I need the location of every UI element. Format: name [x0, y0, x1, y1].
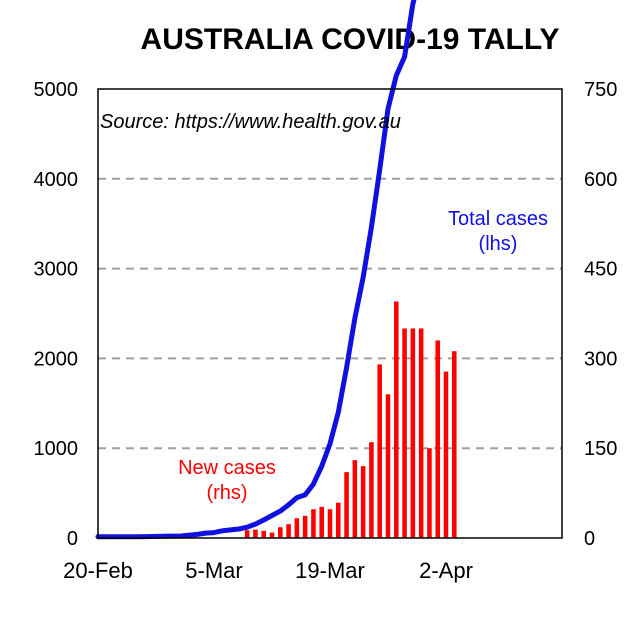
new-cases-label: New cases — [178, 457, 276, 479]
left-tick-label: 1000 — [34, 438, 79, 460]
left-axis-ticks: 0 1000 2000 3000 4000 5000 — [34, 79, 79, 550]
new-cases-bar — [336, 502, 341, 538]
left-tick-label: 0 — [67, 528, 78, 550]
new-cases-bar — [319, 506, 324, 538]
new-cases-bar — [427, 448, 432, 538]
new-cases-bar — [327, 509, 333, 538]
new-cases-bar — [294, 518, 300, 538]
new-cases-bar — [344, 472, 349, 538]
new-cases-bar — [244, 530, 250, 538]
new-cases-bar — [443, 371, 449, 538]
new-cases-bar — [410, 328, 416, 538]
right-tick-label: 750 — [584, 79, 617, 101]
new-cases-axis-note: (rhs) — [206, 482, 247, 504]
new-cases-bars — [244, 301, 457, 538]
left-tick-label: 4000 — [34, 169, 79, 191]
new-cases-bar — [253, 529, 258, 538]
new-cases-bar — [435, 340, 440, 538]
chart-title: AUSTRALIA COVID-19 TALLY — [141, 23, 560, 56]
x-tick-label: 19-Mar — [295, 558, 365, 583]
new-cases-bar — [278, 527, 283, 538]
plot-frame — [97, 88, 563, 539]
x-tick-label: 5-Mar — [185, 558, 242, 583]
new-cases-bar — [261, 530, 266, 538]
x-axis-ticks: 20-Feb 5-Mar 19-Mar 2-Apr — [63, 558, 473, 583]
new-cases-bar — [286, 524, 291, 538]
right-tick-label: 600 — [584, 169, 617, 191]
new-cases-bar — [377, 364, 382, 538]
total-cases-line — [95, 0, 417, 540]
total-cases-label: Total cases — [448, 208, 548, 230]
right-tick-label: 150 — [584, 438, 617, 460]
x-tick-label: 20-Feb — [63, 558, 133, 583]
new-cases-bar — [452, 351, 457, 538]
new-cases-bar — [302, 515, 308, 538]
new-cases-bar — [269, 532, 275, 538]
left-tick-label: 2000 — [34, 348, 79, 370]
source-note: Source: https://www.health.gov.au — [100, 111, 401, 133]
new-cases-bar — [369, 442, 374, 538]
new-cases-bar — [352, 460, 358, 538]
x-tick-label: 2-Apr — [419, 558, 473, 583]
left-tick-label: 3000 — [34, 259, 79, 281]
new-cases-bar — [394, 301, 399, 538]
right-tick-label: 0 — [584, 528, 595, 550]
right-axis-ticks: 0 150 300 450 600 750 — [584, 79, 617, 550]
new-cases-bar — [385, 394, 391, 538]
new-cases-bar — [360, 466, 366, 538]
right-tick-label: 450 — [584, 259, 617, 281]
new-cases-bar — [418, 328, 424, 538]
right-tick-label: 300 — [584, 348, 617, 370]
new-cases-bar — [311, 509, 316, 538]
left-tick-label: 5000 — [34, 79, 79, 101]
total-cases-axis-note: (lhs) — [479, 233, 518, 255]
new-cases-bar — [402, 328, 407, 538]
